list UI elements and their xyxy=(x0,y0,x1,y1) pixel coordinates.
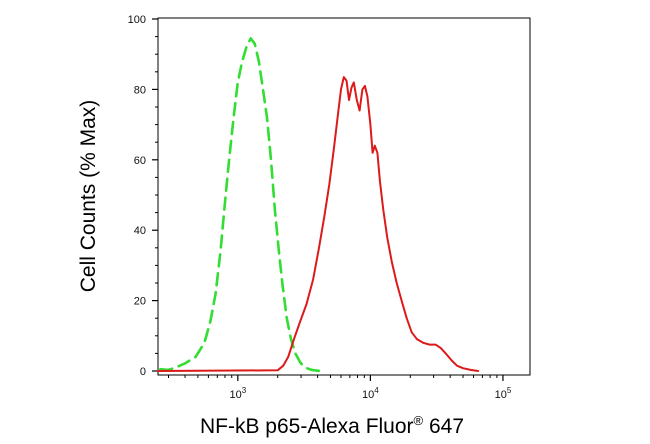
plot-frame xyxy=(157,17,531,376)
x-axis-title-main: NF-kB p65-Alexa Fluor xyxy=(200,415,414,438)
x-tick-label: 105 xyxy=(495,386,512,401)
y-tick-label: 40 xyxy=(134,225,146,237)
x-axis-title-suffix: 647 xyxy=(423,415,464,438)
y-axis: 0 20 40 60 80 100 xyxy=(128,14,158,378)
series-control-dashed-line xyxy=(159,37,322,373)
y-tick-label: 80 xyxy=(134,84,146,96)
y-tick-label: 0 xyxy=(140,366,146,378)
y-tick-label: 60 xyxy=(134,155,146,167)
x-axis: 103 104 105 xyxy=(167,375,512,401)
series-layer xyxy=(157,37,480,373)
x-tick-label: 103 xyxy=(229,386,246,401)
y-tick-label: 100 xyxy=(128,14,146,26)
y-tick-label: 20 xyxy=(134,296,146,308)
x-tick-label: 104 xyxy=(362,386,379,401)
x-axis-title: NF-kB p65-Alexa Fluor® 647 xyxy=(200,413,464,438)
y-axis-title: Cell Counts (% Max) xyxy=(77,100,100,293)
series-stained-solid-line xyxy=(157,76,480,372)
x-axis-title-registered-mark: ® xyxy=(414,413,424,428)
